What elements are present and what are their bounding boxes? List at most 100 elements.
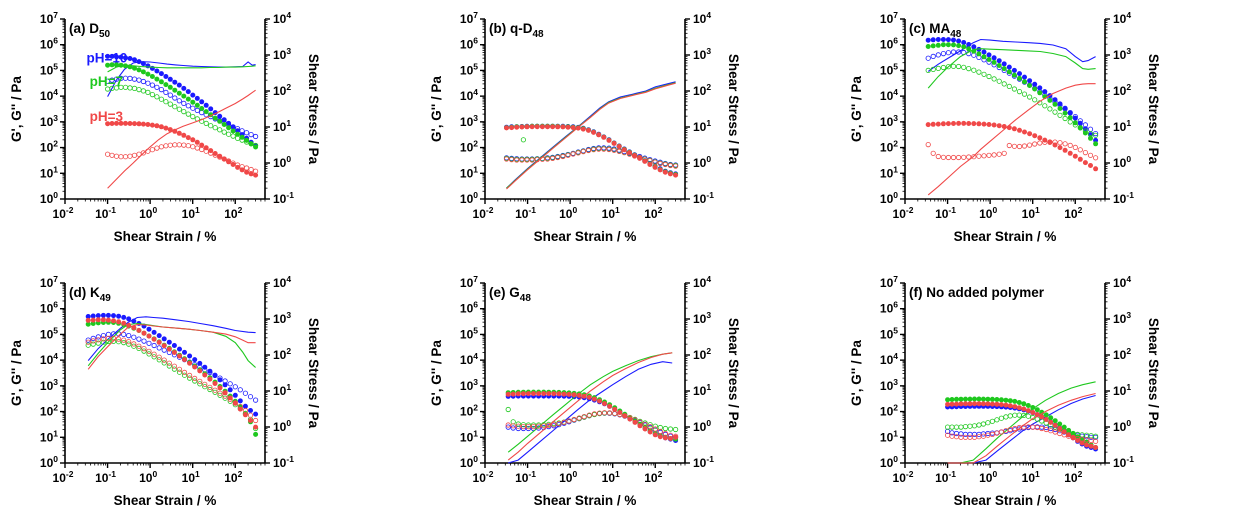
gpp-point <box>515 421 521 427</box>
gp-point <box>1067 115 1073 121</box>
x-axis-title: Shear Strain / % <box>534 229 637 244</box>
gpp-point <box>935 65 941 72</box>
gp-point <box>575 125 581 131</box>
stress-line <box>927 48 1096 89</box>
gpp-point <box>596 410 603 416</box>
gp-point <box>1070 435 1076 441</box>
gp-point <box>145 71 151 77</box>
y2-tick-label: 100 <box>273 418 291 434</box>
gpp-point <box>172 104 178 110</box>
gpp-point <box>571 416 577 423</box>
gpp-point <box>192 378 198 384</box>
gpp-point <box>1087 126 1094 132</box>
gpp-point <box>1057 112 1063 118</box>
gp-point <box>1082 130 1088 136</box>
gp-point <box>1016 405 1022 411</box>
gpp-point <box>1077 147 1083 153</box>
gpp-point <box>1027 94 1033 100</box>
gp-point <box>127 121 133 126</box>
gp-point <box>981 49 987 55</box>
gp-point <box>172 79 178 85</box>
gpp-point <box>185 143 191 149</box>
gp-point <box>227 387 233 393</box>
x-tick-label: 100 <box>139 205 157 221</box>
gp-point <box>1043 412 1049 418</box>
y-tick-label: 103 <box>40 377 58 393</box>
x-tick-label: 101 <box>602 469 620 485</box>
gp-point <box>140 121 146 127</box>
gpp-point <box>131 85 138 92</box>
y-tick-label: 107 <box>880 274 898 290</box>
gpp-point <box>961 154 967 160</box>
gpp-point <box>510 423 516 429</box>
gp-point <box>1052 422 1058 428</box>
gp-point <box>1017 127 1022 133</box>
gp-point <box>90 313 96 319</box>
y2-tick-label: 100 <box>1113 418 1131 434</box>
gpp-point <box>657 428 663 434</box>
gp-point <box>1016 400 1022 405</box>
y-tick-label: 106 <box>460 300 478 316</box>
y-axis-title: G', G'' / Pa <box>429 76 444 142</box>
gp-point <box>935 37 941 42</box>
gp-point <box>925 37 931 43</box>
gp-point <box>154 76 160 82</box>
gpp-point <box>520 137 527 143</box>
y-tick-label: 106 <box>40 36 58 52</box>
gp-point <box>958 401 964 407</box>
gpp-point <box>556 420 562 427</box>
y-tick-label: 105 <box>40 325 58 341</box>
gpp-point <box>519 157 525 163</box>
gp-point <box>971 48 977 54</box>
gpp-point <box>167 142 173 148</box>
gp-point <box>991 55 997 61</box>
series-pH10 <box>503 81 679 189</box>
y2-tick-label: 103 <box>273 46 291 62</box>
gp-point <box>136 67 142 73</box>
gpp-point <box>647 422 653 428</box>
gp-point <box>141 330 147 336</box>
gp-point <box>998 402 1004 408</box>
gp-point <box>146 326 152 332</box>
y-tick-label: 100 <box>40 454 58 470</box>
y-tick-label: 106 <box>460 36 478 52</box>
gp-point <box>132 65 137 71</box>
gp-point <box>949 401 955 407</box>
gp-point <box>121 314 127 320</box>
gpp-point <box>232 384 238 390</box>
gpp-point <box>955 49 962 55</box>
gp-point <box>561 391 567 397</box>
gpp-point <box>126 332 132 339</box>
panel-label: (b) q-D48 <box>489 21 544 40</box>
gpp-point <box>176 369 183 375</box>
y2-tick-label: 102 <box>1113 346 1131 362</box>
gp-point <box>177 346 182 352</box>
x-tick-label: 102 <box>1064 205 1082 221</box>
gp-point <box>126 316 132 322</box>
x-tick-label: 10-2 <box>473 469 494 485</box>
y2-tick-label: 103 <box>693 310 711 326</box>
gp-point <box>1011 72 1017 78</box>
gp-point <box>520 391 526 397</box>
gp-point <box>1021 401 1027 407</box>
gp-point <box>940 121 946 127</box>
gp-point <box>1027 131 1033 137</box>
gpp-point <box>105 338 112 345</box>
stress-line <box>506 82 676 190</box>
gpp-point <box>1042 103 1048 109</box>
y2-tick-label: 101 <box>693 118 711 134</box>
gp-point <box>118 62 124 68</box>
gpp-point <box>1030 424 1036 430</box>
y-tick-label: 103 <box>880 377 898 393</box>
gp-point <box>114 54 119 60</box>
y-tick-label: 107 <box>460 274 478 290</box>
gp-point <box>156 333 162 339</box>
gpp-point <box>85 337 91 343</box>
gpp-point <box>581 413 587 420</box>
gp-point <box>647 162 653 167</box>
gp-point <box>515 391 521 397</box>
gp-point <box>930 43 936 49</box>
gp-point <box>611 140 617 146</box>
gpp-point <box>95 334 101 340</box>
